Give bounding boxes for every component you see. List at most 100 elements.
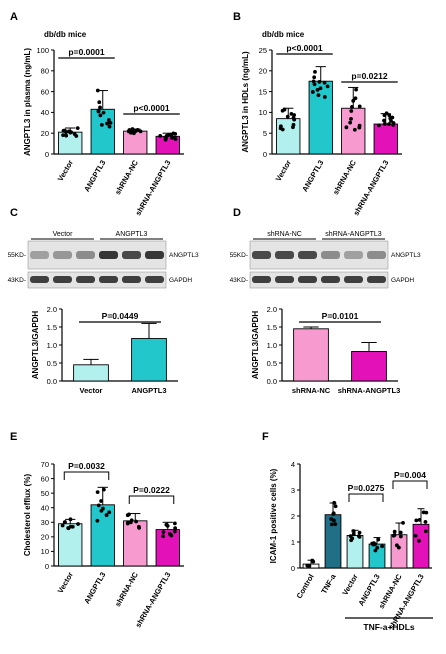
bar-TNF-a — [324, 514, 342, 569]
protein-label: GAPDH — [169, 277, 192, 284]
band-loading — [53, 276, 72, 283]
data-point — [357, 123, 362, 128]
data-point — [132, 129, 137, 134]
data-point — [158, 134, 163, 138]
data-point — [64, 133, 69, 138]
bar-shRNA-NC — [341, 107, 366, 155]
data-point — [68, 517, 73, 522]
y-tick-label: 0 — [263, 150, 267, 159]
y-tick-label: 1.0 — [267, 341, 277, 350]
data-point — [375, 545, 380, 550]
y-axis-label: ANGPTL3 in plasma (ng/mL) — [23, 48, 32, 156]
x-tick-label: Vector — [56, 158, 75, 182]
bar-Vector — [58, 523, 83, 567]
data-point — [352, 127, 357, 132]
blot-strip-top — [27, 240, 167, 270]
data-point — [382, 118, 386, 123]
data-point — [373, 548, 378, 553]
x-tick-label: Vector — [56, 570, 75, 594]
data-point — [106, 118, 111, 122]
band-target — [99, 251, 118, 259]
data-point — [391, 121, 396, 125]
data-point — [315, 87, 320, 92]
data-point — [376, 537, 381, 542]
p-value-label: p=0.0212 — [351, 71, 387, 81]
data-point — [329, 522, 334, 527]
band-loading — [252, 276, 271, 283]
data-point — [332, 500, 337, 505]
band-loading — [344, 276, 363, 283]
marker-label: 43KD- — [8, 277, 26, 284]
data-point — [350, 536, 355, 541]
band-loading — [122, 276, 141, 283]
data-point — [311, 79, 316, 84]
panel-letter: F — [262, 431, 269, 443]
panel-D: D 0.0 0.5 1.0 1.5 2.0 ANGPTL3/GAPDH shRNA-NC shR… — [233, 207, 400, 395]
y-axis-label: ANGPTL3/GAPDH — [251, 311, 260, 380]
x-tick-label: shRNA-ANGPTL3 — [351, 159, 390, 218]
protein-label: ANGPTL3 — [391, 252, 421, 259]
data-point — [96, 108, 101, 113]
protein-label: GAPDH — [391, 277, 414, 284]
data-point — [99, 122, 104, 127]
data-point — [351, 98, 356, 103]
band-target — [145, 251, 164, 259]
data-point — [75, 126, 80, 131]
band-target — [53, 251, 72, 259]
data-point — [138, 129, 143, 134]
y-axis-label: ANGPTL3/GAPDH — [31, 311, 40, 380]
marker-label: 55KD- — [230, 252, 248, 259]
band-target — [344, 251, 363, 259]
data-point — [95, 518, 100, 523]
panel-C: C 0.0 0.5 1.0 1.5 2.0 ANGPTL3/GAPDH Vector ANGPT… — [10, 207, 178, 395]
lane-group-label: Vector — [53, 231, 74, 238]
data-point — [134, 519, 138, 524]
y-tick-label: 2.0 — [267, 305, 277, 314]
data-point — [305, 563, 310, 568]
data-point — [384, 111, 389, 116]
data-point — [60, 523, 65, 528]
panel-letter: C — [10, 207, 18, 219]
x-tick-label: ANGPTL3 — [300, 159, 325, 194]
data-point — [344, 125, 349, 130]
panel-title: db/db mice — [262, 30, 305, 39]
bar-ANGPTL3 — [90, 504, 115, 567]
data-point — [105, 121, 109, 126]
western-blot-D: shRNA-NC shRNA-ANGPTL3 55KD- 43KD- ANGPTL3 GA… — [230, 231, 421, 289]
data-point — [316, 93, 321, 98]
data-point — [312, 82, 317, 87]
data-point — [66, 526, 71, 531]
y-tick-label: 70 — [41, 460, 49, 469]
data-point — [129, 518, 134, 523]
data-point — [377, 123, 381, 128]
data-point — [125, 513, 130, 518]
y-tick-label: 4 — [291, 460, 295, 469]
panel-A: Adb/db mice 0 20 40 60 80 100 ANGPTL3 in plasma… — [10, 11, 184, 217]
y-axis-label: ANGPTL3 in HDLs (ng/mL) — [241, 51, 250, 153]
data-point — [172, 521, 177, 526]
data-point — [333, 522, 338, 527]
data-point — [417, 538, 421, 543]
marker-label: 55KD- — [8, 252, 26, 259]
bar-shRNA-ANGPTL3 — [373, 123, 398, 155]
data-point — [349, 116, 353, 121]
data-point — [382, 122, 387, 126]
x-tick-label: shRNA-NC — [292, 386, 331, 395]
data-point — [348, 120, 353, 125]
data-point — [285, 114, 290, 119]
band-target — [275, 251, 294, 259]
data-point — [104, 513, 109, 517]
p-value-label: P=0.0222 — [133, 485, 170, 495]
data-point — [351, 529, 356, 533]
y-tick-label: 15 — [259, 87, 267, 96]
data-point — [164, 133, 169, 138]
bar-shRNA-ANGPTL3 — [351, 351, 387, 382]
band-loading — [321, 276, 340, 283]
x-tick-label: shRNA-NC — [113, 570, 140, 608]
significance-bracket — [128, 495, 175, 504]
data-point — [311, 559, 316, 564]
data-point — [357, 534, 361, 538]
blot-strip-top — [249, 240, 389, 270]
data-point — [136, 524, 141, 529]
y-tick-label: 20 — [41, 129, 49, 138]
